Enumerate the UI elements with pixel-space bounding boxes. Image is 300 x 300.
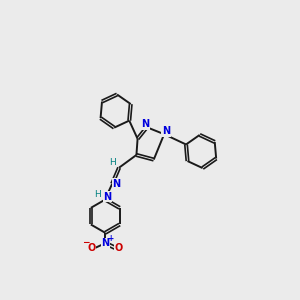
Text: −: − [82,238,90,247]
Text: O: O [88,243,96,253]
Text: H: H [109,158,116,167]
Text: N: N [103,191,112,202]
Text: O: O [115,243,123,253]
Text: +: + [107,234,113,243]
Text: N: N [112,179,120,189]
Text: N: N [101,238,109,248]
Text: H: H [94,190,101,199]
Text: N: N [142,119,150,130]
Text: N: N [162,126,170,136]
